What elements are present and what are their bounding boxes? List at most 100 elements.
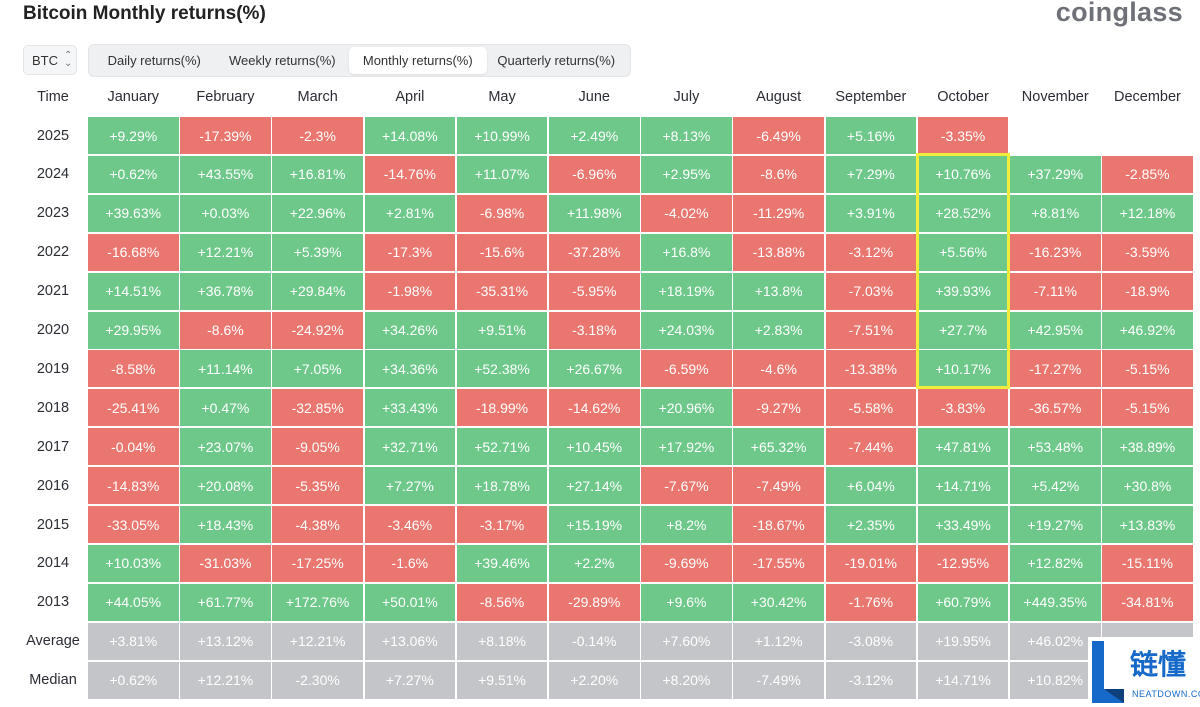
return-cell: +2.95% xyxy=(641,155,732,193)
return-cell: +29.84% xyxy=(272,272,363,310)
return-cell: +39.46% xyxy=(456,544,548,582)
row-year-label: 2018 xyxy=(36,399,70,416)
return-cell: +11.98% xyxy=(549,194,640,232)
return-cell: -14.83% xyxy=(88,467,179,505)
coin-selector[interactable]: BTC ⌃ ⌄ xyxy=(23,45,77,75)
column-header-june[interactable]: June xyxy=(578,89,610,105)
column-header-november[interactable]: November xyxy=(1021,89,1089,105)
return-cell: +14.08% xyxy=(364,117,456,154)
return-cell: +8.13% xyxy=(641,117,732,154)
return-cell: -7.11% xyxy=(1010,272,1101,310)
watermark-logo-icon xyxy=(1092,641,1124,703)
return-cell: -3.46% xyxy=(364,506,456,543)
tab-quarterly-returns[interactable]: Quarterly returns(%) xyxy=(497,53,616,68)
row-year-label: 2024 xyxy=(36,166,70,183)
return-cell: -6.98% xyxy=(456,194,548,232)
return-cell: +50.01% xyxy=(364,583,456,621)
return-cell: +19.27% xyxy=(1010,506,1101,543)
return-cell: +22.96% xyxy=(272,194,363,232)
row-year-label: 2019 xyxy=(36,360,70,377)
summary-label: Median xyxy=(29,672,77,689)
column-header-september[interactable]: September xyxy=(835,89,907,105)
row-year-label: 2023 xyxy=(36,205,70,222)
summary-cell: +0.62% xyxy=(88,661,179,699)
coin-selector-value: BTC xyxy=(32,52,58,68)
return-cell: -7.03% xyxy=(825,272,917,310)
return-cell: -25.41% xyxy=(88,389,179,427)
return-cell: +6.04% xyxy=(825,467,917,505)
return-cell: +37.29% xyxy=(1010,155,1101,193)
tab-weekly-returns[interactable]: Weekly returns(%) xyxy=(228,53,336,68)
watermark-text: 链懂 xyxy=(1130,648,1187,681)
return-cell: +5.39% xyxy=(272,233,363,271)
summary-cell: +14.71% xyxy=(917,661,1009,699)
column-header-august[interactable]: August xyxy=(756,89,802,105)
return-cell: +44.05% xyxy=(88,583,179,621)
row-year-label: 2015 xyxy=(36,516,70,533)
return-cell: -18.67% xyxy=(733,506,824,543)
return-cell: +20.08% xyxy=(180,467,271,505)
return-cell: +7.05% xyxy=(272,350,363,388)
return-cell: -34.81% xyxy=(1102,583,1193,621)
return-cell: -17.39% xyxy=(180,117,271,154)
column-header-december[interactable]: December xyxy=(1113,89,1181,105)
return-cell: +9.29% xyxy=(88,117,179,154)
return-cell: -17.55% xyxy=(733,544,824,582)
return-cell: +2.35% xyxy=(825,506,917,543)
tab-daily-returns[interactable]: Daily returns(%) xyxy=(107,53,201,68)
return-cell: +60.79% xyxy=(917,583,1009,621)
return-cell: -17.27% xyxy=(1010,350,1101,388)
return-cell: -3.17% xyxy=(456,506,548,543)
return-cell: -17.3% xyxy=(364,233,456,271)
return-cell: -8.6% xyxy=(180,311,271,349)
column-header-may[interactable]: May xyxy=(488,89,516,105)
return-cell: +39.93% xyxy=(917,272,1009,310)
return-cell: +36.78% xyxy=(180,272,271,310)
return-cell: -14.62% xyxy=(549,389,640,427)
return-cell: -17.25% xyxy=(272,544,363,582)
return-cell: -6.49% xyxy=(733,117,824,154)
brand-logo: coinglass xyxy=(1055,0,1183,27)
row-year-label: 2017 xyxy=(36,438,70,455)
return-cell: +172.76% xyxy=(272,583,363,621)
column-header-july[interactable]: July xyxy=(673,89,700,105)
return-cell: -29.89% xyxy=(549,583,640,621)
row-year-label: 2021 xyxy=(36,283,70,300)
return-cell: -12.95% xyxy=(917,544,1009,582)
tab-monthly-returns[interactable]: Monthly returns(%) xyxy=(349,47,487,74)
return-cell: +0.47% xyxy=(180,389,271,427)
return-cell: +16.81% xyxy=(272,155,363,193)
return-cell: +26.67% xyxy=(549,350,640,388)
return-cell: -6.96% xyxy=(549,155,640,193)
column-header-january[interactable]: January xyxy=(107,89,160,105)
return-cell: +33.43% xyxy=(364,389,456,427)
return-cell: +5.42% xyxy=(1010,467,1101,505)
column-header-march[interactable]: March xyxy=(297,89,338,105)
return-cell: -5.15% xyxy=(1102,389,1193,427)
column-header-february[interactable]: February xyxy=(196,89,255,105)
summary-cell: +13.06% xyxy=(364,622,456,660)
summary-cell: -2.30% xyxy=(272,661,363,699)
return-cell: +15.19% xyxy=(549,506,640,543)
summary-cell: +1.12% xyxy=(733,622,824,660)
return-cell: -8.56% xyxy=(456,583,548,621)
return-cell: -7.51% xyxy=(825,311,917,349)
column-header-october[interactable]: October xyxy=(937,89,989,105)
return-cell: -16.68% xyxy=(88,233,179,271)
return-cell: -5.58% xyxy=(825,389,917,427)
column-header-time[interactable]: Time xyxy=(37,89,69,105)
return-cell: +46.92% xyxy=(1102,311,1193,349)
return-cell: -2.85% xyxy=(1102,155,1193,193)
return-cell: +10.99% xyxy=(456,117,548,154)
column-header-april[interactable]: April xyxy=(395,89,425,105)
return-cell: +27.14% xyxy=(549,467,640,505)
return-cell: +449.35% xyxy=(1010,583,1101,621)
return-cell: +27.7% xyxy=(917,311,1009,349)
return-cell: +12.82% xyxy=(1010,544,1101,582)
row-year-label: 2025 xyxy=(36,127,70,144)
return-cell: -24.92% xyxy=(272,311,363,349)
return-cell: +0.03% xyxy=(180,194,271,232)
return-cell: +8.81% xyxy=(1010,194,1101,232)
summary-cell: +2.20% xyxy=(549,661,640,699)
return-cell: +7.29% xyxy=(825,155,917,193)
